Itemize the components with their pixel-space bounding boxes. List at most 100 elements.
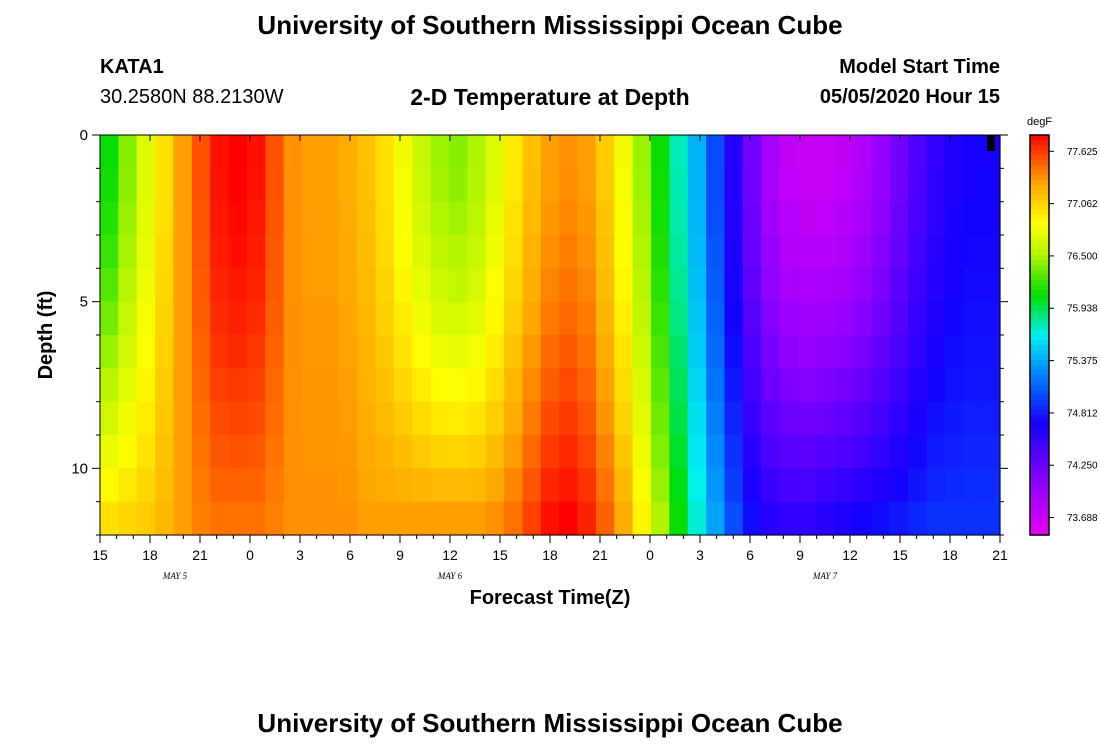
heatmap-cell	[761, 135, 781, 169]
colorbar-label: 73.688	[1067, 513, 1098, 524]
heatmap-cell	[430, 135, 450, 169]
heatmap-cell	[375, 435, 395, 469]
heatmap-cell	[669, 201, 689, 236]
heatmap-cell	[302, 468, 322, 503]
heatmap-cell	[761, 468, 781, 503]
heatmap-cell	[577, 268, 597, 303]
colorbar-segment	[1030, 285, 1049, 291]
x-tick-label: 3	[296, 547, 304, 563]
heatmap-cell	[522, 235, 542, 269]
heatmap-cell	[651, 135, 670, 169]
heatmap-cell	[375, 168, 395, 203]
heatmap-cell	[320, 201, 340, 236]
heatmap-cell	[191, 435, 211, 469]
heatmap-cell	[136, 268, 156, 303]
colorbar-segment	[1030, 135, 1049, 141]
heatmap-cell	[632, 168, 652, 203]
heatmap-cell	[706, 368, 726, 403]
heatmap-cell	[118, 468, 138, 503]
heatmap-cell	[302, 301, 322, 336]
heatmap-cell	[632, 201, 652, 236]
heatmap-cell	[761, 435, 781, 469]
heatmap-cell	[118, 235, 138, 269]
colorbar-segment	[1030, 205, 1049, 211]
heatmap-cell	[210, 468, 230, 503]
heatmap-cell	[816, 435, 836, 469]
heatmap-cell	[963, 235, 983, 269]
heatmap-cell	[797, 368, 817, 403]
heatmap-cell	[504, 368, 524, 403]
heatmap-cell	[669, 401, 689, 436]
heatmap-cell	[669, 335, 689, 369]
heatmap-cell	[522, 435, 542, 469]
heatmap-cell	[595, 401, 615, 436]
heatmap-cell	[724, 168, 744, 203]
page-title: University of Southern Mississippi Ocean…	[257, 10, 843, 40]
colorbar-segment	[1030, 420, 1049, 426]
heatmap-cell	[100, 368, 119, 403]
heatmap-cell	[412, 368, 432, 403]
heatmap-cell	[540, 368, 560, 403]
heatmap-cell	[173, 335, 193, 369]
colorbar-segment	[1030, 380, 1049, 386]
heatmap-cell	[191, 468, 211, 503]
heatmap-cell	[651, 435, 670, 469]
heatmap-cell	[100, 401, 119, 436]
heatmap-cell	[393, 401, 413, 436]
heatmap-cell	[779, 501, 799, 536]
heatmap-cell	[412, 401, 432, 436]
colorbar-segment	[1030, 305, 1049, 311]
colorbar-segment	[1030, 195, 1049, 201]
colorbar-segment	[1030, 155, 1049, 161]
heatmap-cell	[467, 468, 487, 503]
heatmap-cell	[357, 135, 377, 169]
footer-title: University of Southern Mississippi Ocean…	[257, 708, 843, 738]
heatmap-cell	[632, 435, 652, 469]
heatmap-cell	[871, 135, 891, 169]
heatmap-cell	[504, 468, 524, 503]
colorbar-segment	[1030, 430, 1049, 436]
heatmap-cell	[908, 301, 928, 336]
heatmap-cell	[448, 235, 468, 269]
heatmap-cell	[834, 468, 854, 503]
heatmap-cell	[430, 501, 450, 536]
heatmap-cell	[669, 301, 689, 336]
colorbar-segment	[1030, 395, 1049, 401]
heatmap-cell	[375, 335, 395, 369]
heatmap-cell	[467, 168, 487, 203]
heatmap-cell	[834, 201, 854, 236]
heatmap-cell	[816, 201, 836, 236]
heatmap-cell	[191, 368, 211, 403]
heatmap-cell	[522, 468, 542, 503]
heatmap-cell	[706, 135, 726, 169]
heatmap-cell	[981, 268, 1001, 303]
colorbar-label: 76.500	[1067, 251, 1098, 262]
heatmap-cell	[632, 301, 652, 336]
heatmap-cell	[834, 168, 854, 203]
heatmap-cell	[926, 335, 946, 369]
heatmap-cell	[118, 135, 138, 169]
colorbar-segment	[1030, 145, 1049, 151]
heatmap-cell	[485, 435, 505, 469]
colorbar-segment	[1030, 315, 1049, 321]
heatmap-cell	[155, 301, 175, 336]
heatmap-cell	[448, 435, 468, 469]
heatmap-cell	[834, 335, 854, 369]
heatmap-cell	[797, 435, 817, 469]
heatmap-cell	[210, 435, 230, 469]
heatmap-cell	[210, 301, 230, 336]
heatmap-cell	[338, 435, 358, 469]
colorbar-segment	[1030, 460, 1049, 466]
heatmap-cell	[742, 268, 762, 303]
colorbar-segment	[1030, 190, 1049, 196]
heatmap-cell	[651, 301, 670, 336]
heatmap-cell	[742, 301, 762, 336]
heatmap-cell	[430, 435, 450, 469]
heatmap-cell	[724, 268, 744, 303]
heatmap-cell	[320, 468, 340, 503]
heatmap-cell	[926, 501, 946, 536]
heatmap-cell	[853, 435, 873, 469]
y-tick-label: 5	[80, 294, 88, 311]
colorbar-segment	[1030, 185, 1049, 191]
heatmap-cell	[908, 335, 928, 369]
